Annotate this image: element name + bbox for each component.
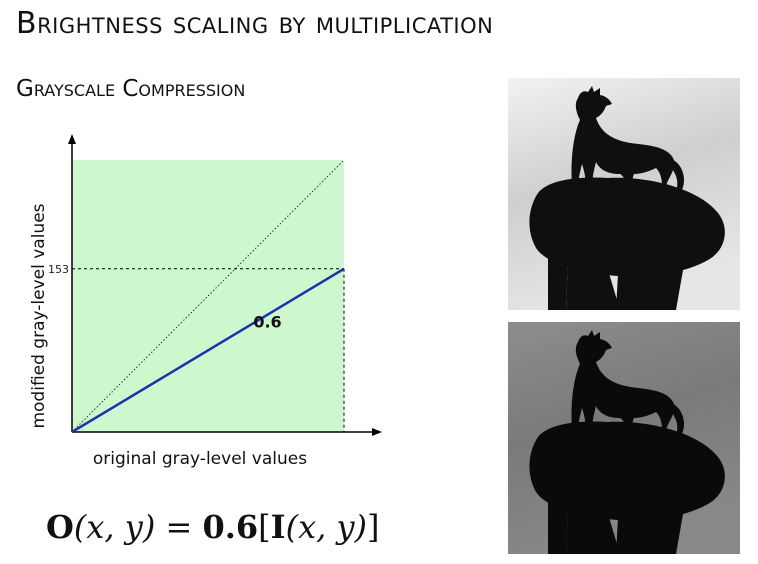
formula-input-args: (x, y) — [285, 508, 368, 546]
slide-title: Brightness scaling by multiplication — [16, 6, 494, 41]
x-axis-arrow — [372, 428, 382, 436]
slide-subtitle: Grayscale Compression — [16, 76, 246, 102]
formula-output-args: (x, y) — [73, 508, 156, 546]
formula-coefficient: 0.6 — [202, 508, 259, 546]
identity-line — [71, 159, 345, 433]
x-axis-label: original gray-level values — [93, 449, 307, 469]
formula-open-bracket: [ — [258, 508, 271, 546]
formula-close-bracket: ] — [367, 508, 380, 546]
formula-output: O — [46, 508, 74, 546]
mapping-line — [71, 267, 345, 434]
scaling-formula: O(x, y) = 0.6[I(x, y)] — [46, 508, 380, 546]
original-dog-photo — [508, 78, 740, 310]
y-tick-label: 153 — [48, 263, 69, 276]
formula-input: I — [270, 508, 286, 546]
y-axis-arrow — [68, 134, 76, 144]
slope-annotation: 0.6 — [253, 312, 281, 331]
formula-equals: = — [155, 508, 203, 546]
y-axis-label: modified gray-level values — [29, 203, 49, 428]
compression-plot: 153 0.6 original gray-level values modif… — [29, 134, 382, 469]
darkened-dog-photo — [508, 322, 740, 554]
